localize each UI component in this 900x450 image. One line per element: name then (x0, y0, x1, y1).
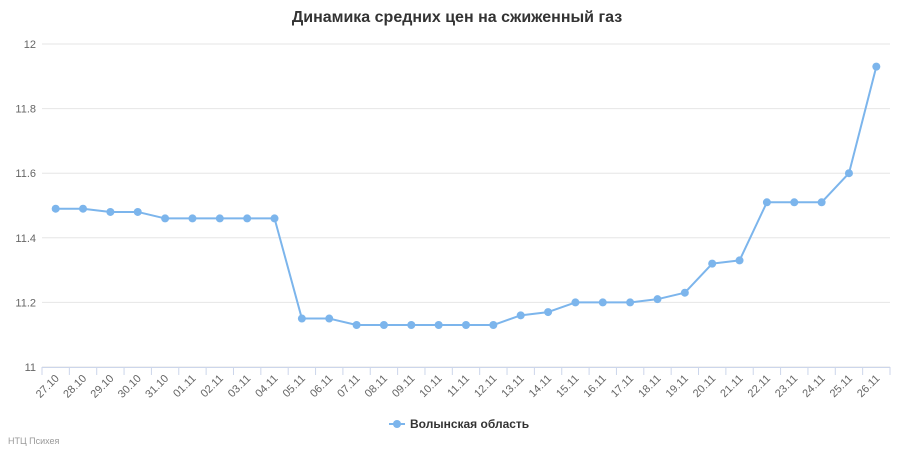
x-tick-label: 29.10 (89, 373, 117, 401)
data-point[interactable] (653, 295, 662, 304)
data-point[interactable] (626, 298, 635, 307)
data-point[interactable] (462, 321, 470, 330)
data-point[interactable] (243, 214, 252, 223)
data-point[interactable] (352, 321, 361, 330)
x-tick-label: 08.11 (363, 373, 390, 400)
x-tick-label: 02.11 (199, 373, 226, 400)
data-point[interactable] (270, 214, 279, 223)
x-tick-label: 07.11 (335, 373, 362, 400)
y-tick-label: 11.4 (15, 233, 36, 245)
x-tick-label: 28.10 (61, 373, 89, 401)
data-point[interactable] (51, 204, 60, 213)
x-tick-label: 15.11 (554, 373, 581, 400)
x-tick-label: 26.11 (855, 373, 882, 400)
y-tick-label: 11 (25, 362, 36, 374)
x-tick-label: 14.11 (527, 373, 554, 400)
data-point[interactable] (215, 214, 224, 223)
x-tick-label: 17.11 (609, 373, 636, 400)
series-line (55, 66, 878, 327)
x-tick-label: 27.10 (34, 373, 62, 401)
x-tick-label: 16.11 (582, 373, 609, 400)
data-point[interactable] (379, 321, 388, 330)
x-tick-label: 30.10 (116, 373, 144, 401)
data-point[interactable] (489, 321, 498, 330)
data-point[interactable] (598, 298, 607, 307)
x-tick-label: 18.11 (636, 373, 663, 400)
data-point[interactable] (133, 207, 142, 216)
x-tick-label: 05.11 (281, 373, 308, 400)
legend-label: Волынская область (410, 417, 529, 431)
y-tick-label: 12 (24, 39, 36, 51)
x-tick-label: 21.11 (718, 373, 745, 400)
legend[interactable]: Волынская область (389, 417, 529, 431)
data-point[interactable] (297, 314, 306, 323)
y-tick-label: 11.2 (15, 297, 36, 309)
data-point[interactable] (106, 207, 115, 216)
x-tick-label: 20.11 (691, 373, 718, 400)
data-point[interactable] (680, 288, 689, 297)
data-point[interactable] (325, 314, 334, 323)
grid-lines (42, 43, 890, 368)
data-point[interactable] (516, 311, 525, 320)
x-tick-label: 04.11 (253, 373, 280, 400)
data-point[interactable] (844, 169, 853, 178)
x-tick-label: 24.11 (800, 373, 827, 400)
data-point[interactable] (872, 62, 881, 71)
x-tick-label: 10.11 (417, 373, 444, 400)
data-point[interactable] (708, 259, 717, 268)
x-tick-label: 19.11 (664, 373, 691, 400)
data-point[interactable] (735, 256, 744, 265)
x-axis-ticks: 27.10 28.10 29.10 30.10 31.10 01.11 02.11 03.11… (34, 367, 891, 401)
series-wolyn (51, 62, 881, 330)
data-point[interactable] (571, 298, 580, 307)
y-axis-ticks: 11 11.2 11.4 11.6 11.8 12 (15, 39, 36, 374)
data-point[interactable] (434, 321, 443, 330)
data-point[interactable] (188, 214, 197, 223)
data-point[interactable] (544, 308, 553, 317)
x-tick-label: 01.11 (171, 373, 198, 400)
data-point[interactable] (407, 321, 416, 330)
data-point[interactable] (762, 198, 771, 207)
data-point[interactable] (817, 198, 826, 207)
chart-title: Динамика средних цен на сжиженный газ (292, 9, 622, 26)
data-point[interactable] (79, 204, 88, 213)
x-tick-label: 13.11 (499, 373, 526, 400)
x-tick-label: 03.11 (226, 373, 253, 400)
y-tick-label: 11.6 (15, 168, 36, 180)
x-tick-label: 22.11 (746, 373, 773, 400)
x-tick-label: 09.11 (390, 373, 417, 400)
x-tick-label: 06.11 (308, 373, 335, 400)
x-tick-label: 31.10 (143, 373, 171, 401)
data-point[interactable] (790, 198, 799, 207)
x-tick-label: 23.11 (773, 373, 800, 400)
data-point[interactable] (161, 214, 170, 223)
y-tick-label: 11.8 (15, 104, 36, 116)
credit-text: НТЦ Психея (8, 436, 60, 446)
x-tick-label: 25.11 (828, 373, 855, 400)
legend-marker (393, 420, 401, 428)
x-tick-label: 12.11 (472, 373, 499, 400)
x-tick-label: 11.11 (445, 373, 472, 400)
